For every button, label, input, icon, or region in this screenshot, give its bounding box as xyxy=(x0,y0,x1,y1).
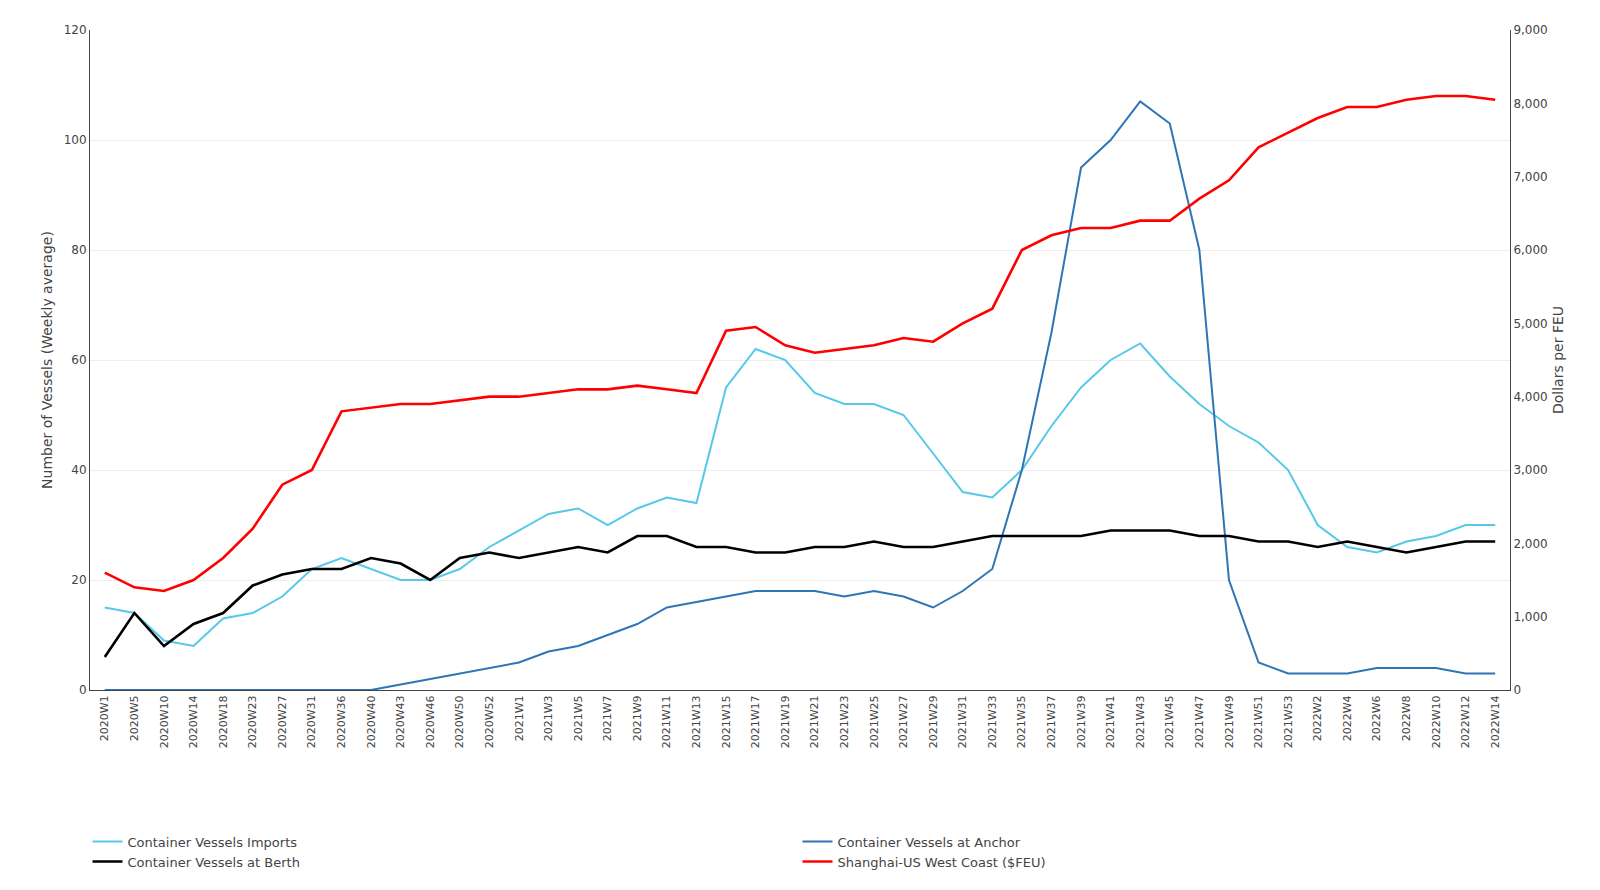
svg-text:2021W19: 2021W19 xyxy=(779,695,792,748)
svg-text:2021W25: 2021W25 xyxy=(868,695,881,748)
svg-text:2022W2: 2022W2 xyxy=(1311,695,1324,741)
svg-text:60: 60 xyxy=(71,353,86,367)
svg-text:2021W53: 2021W53 xyxy=(1282,695,1295,748)
svg-text:2021W41: 2021W41 xyxy=(1104,695,1117,748)
svg-text:2021W33: 2021W33 xyxy=(986,695,999,748)
svg-text:2021W27: 2021W27 xyxy=(897,695,910,748)
svg-text:2021W13: 2021W13 xyxy=(690,695,703,748)
svg-text:2021W29: 2021W29 xyxy=(927,695,940,748)
svg-text:Shanghai-US West Coast ($FEU): Shanghai-US West Coast ($FEU) xyxy=(838,855,1046,870)
svg-text:2021W37: 2021W37 xyxy=(1045,695,1058,748)
svg-text:Number of Vessels (Weekly aver: Number of Vessels (Weekly average) xyxy=(39,231,55,489)
svg-text:5,000: 5,000 xyxy=(1513,317,1547,331)
svg-text:2021W31: 2021W31 xyxy=(956,695,969,748)
svg-text:2021W15: 2021W15 xyxy=(720,695,733,748)
svg-text:Container Vessels at Berth: Container Vessels at Berth xyxy=(128,855,300,870)
svg-text:2021W3: 2021W3 xyxy=(542,695,555,741)
svg-text:2021W17: 2021W17 xyxy=(749,695,762,748)
svg-text:2021W9: 2021W9 xyxy=(631,695,644,741)
svg-text:2,000: 2,000 xyxy=(1513,537,1547,551)
svg-text:2020W10: 2020W10 xyxy=(158,695,171,748)
svg-text:2021W39: 2021W39 xyxy=(1075,695,1088,748)
svg-text:2020W36: 2020W36 xyxy=(335,695,348,748)
svg-text:7,000: 7,000 xyxy=(1513,170,1547,184)
svg-text:2020W14: 2020W14 xyxy=(187,695,200,748)
svg-text:2020W52: 2020W52 xyxy=(483,695,496,748)
svg-text:2022W8: 2022W8 xyxy=(1400,695,1413,741)
svg-text:2021W7: 2021W7 xyxy=(601,695,614,741)
svg-text:2020W31: 2020W31 xyxy=(305,695,318,748)
svg-text:2021W11: 2021W11 xyxy=(660,695,673,748)
svg-text:2020W18: 2020W18 xyxy=(217,695,230,748)
svg-text:2021W47: 2021W47 xyxy=(1193,695,1206,748)
svg-text:0: 0 xyxy=(1513,683,1521,697)
svg-text:6,000: 6,000 xyxy=(1513,243,1547,257)
svg-text:2020W46: 2020W46 xyxy=(424,695,437,748)
svg-text:2021W45: 2021W45 xyxy=(1163,695,1176,748)
svg-text:Container Vessels at Anchor: Container Vessels at Anchor xyxy=(838,835,1021,850)
svg-text:2022W6: 2022W6 xyxy=(1370,695,1383,741)
svg-text:1,000: 1,000 xyxy=(1513,610,1547,624)
svg-text:2022W12: 2022W12 xyxy=(1459,695,1472,748)
svg-text:2021W23: 2021W23 xyxy=(838,695,851,748)
svg-text:0: 0 xyxy=(79,683,87,697)
svg-text:8,000: 8,000 xyxy=(1513,97,1547,111)
svg-text:4,000: 4,000 xyxy=(1513,390,1547,404)
svg-text:2021W49: 2021W49 xyxy=(1223,695,1236,748)
svg-text:100: 100 xyxy=(64,133,87,147)
svg-text:2020W43: 2020W43 xyxy=(394,695,407,748)
svg-text:2021W5: 2021W5 xyxy=(572,695,585,741)
svg-text:2021W1: 2021W1 xyxy=(513,695,526,741)
svg-text:120: 120 xyxy=(64,23,87,37)
svg-text:2021W51: 2021W51 xyxy=(1252,695,1265,748)
svg-text:40: 40 xyxy=(71,463,86,477)
svg-text:2020W5: 2020W5 xyxy=(128,695,141,741)
svg-text:2021W35: 2021W35 xyxy=(1015,695,1028,748)
svg-text:20: 20 xyxy=(71,573,86,587)
svg-text:Container Vessels Imports: Container Vessels Imports xyxy=(128,835,298,850)
svg-text:80: 80 xyxy=(71,243,86,257)
svg-text:Dollars per FEU: Dollars per FEU xyxy=(1550,306,1566,414)
svg-text:2020W50: 2020W50 xyxy=(453,695,466,748)
svg-text:2022W14: 2022W14 xyxy=(1489,695,1502,748)
svg-text:2020W1: 2020W1 xyxy=(98,695,111,741)
svg-text:3,000: 3,000 xyxy=(1513,463,1547,477)
svg-text:2022W10: 2022W10 xyxy=(1430,695,1443,748)
svg-text:2020W27: 2020W27 xyxy=(276,695,289,748)
svg-text:2022W4: 2022W4 xyxy=(1341,695,1354,741)
svg-text:2020W23: 2020W23 xyxy=(246,695,259,748)
svg-text:9,000: 9,000 xyxy=(1513,23,1547,37)
svg-text:2021W43: 2021W43 xyxy=(1134,695,1147,748)
svg-text:2021W21: 2021W21 xyxy=(808,695,821,748)
svg-text:2020W40: 2020W40 xyxy=(365,695,378,748)
